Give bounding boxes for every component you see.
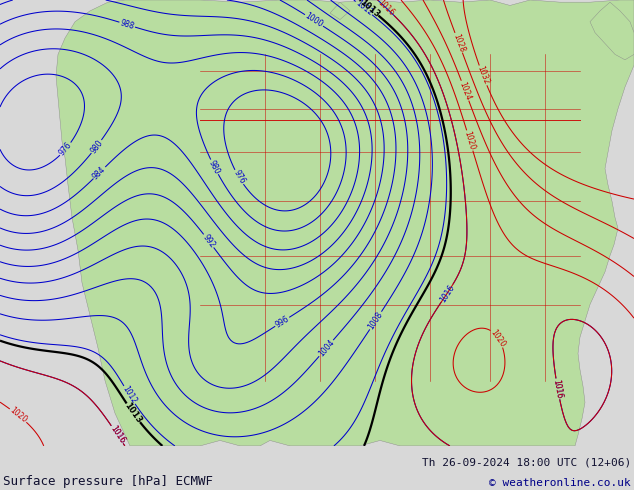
Text: Th 26-09-2024 18:00 UTC (12+06): Th 26-09-2024 18:00 UTC (12+06)	[422, 458, 631, 468]
Text: 976: 976	[231, 169, 247, 186]
Text: 1012: 1012	[354, 0, 374, 18]
Text: 1012: 1012	[120, 385, 138, 406]
Polygon shape	[590, 2, 634, 60]
Text: 1032: 1032	[476, 65, 491, 86]
Text: 1008: 1008	[366, 310, 385, 331]
Text: 1016: 1016	[108, 424, 126, 445]
Text: 1016: 1016	[552, 379, 564, 399]
Polygon shape	[56, 0, 634, 446]
Text: 976: 976	[58, 141, 74, 158]
Text: 1028: 1028	[451, 32, 466, 53]
Text: © weatheronline.co.uk: © weatheronline.co.uk	[489, 478, 631, 488]
Text: Surface pressure [hPa] ECMWF: Surface pressure [hPa] ECMWF	[3, 474, 213, 488]
Text: 1016: 1016	[552, 379, 564, 399]
Text: 992: 992	[201, 232, 217, 249]
Text: 1000: 1000	[304, 11, 325, 29]
Text: 980: 980	[207, 158, 222, 175]
Text: 1004: 1004	[316, 338, 336, 358]
Text: 980: 980	[89, 138, 105, 155]
Polygon shape	[330, 2, 350, 20]
Text: 1016: 1016	[438, 283, 456, 304]
Text: 1020: 1020	[463, 130, 477, 151]
Text: 1016: 1016	[377, 0, 396, 18]
Text: 1013: 1013	[358, 0, 382, 19]
Text: 1020: 1020	[8, 406, 29, 425]
Text: 988: 988	[119, 18, 136, 31]
Text: 1013: 1013	[123, 401, 143, 425]
Text: 1016: 1016	[108, 424, 126, 445]
Text: 1024: 1024	[458, 80, 473, 101]
Text: 1020: 1020	[489, 327, 507, 348]
Text: 984: 984	[91, 165, 108, 181]
Text: 996: 996	[274, 314, 291, 329]
